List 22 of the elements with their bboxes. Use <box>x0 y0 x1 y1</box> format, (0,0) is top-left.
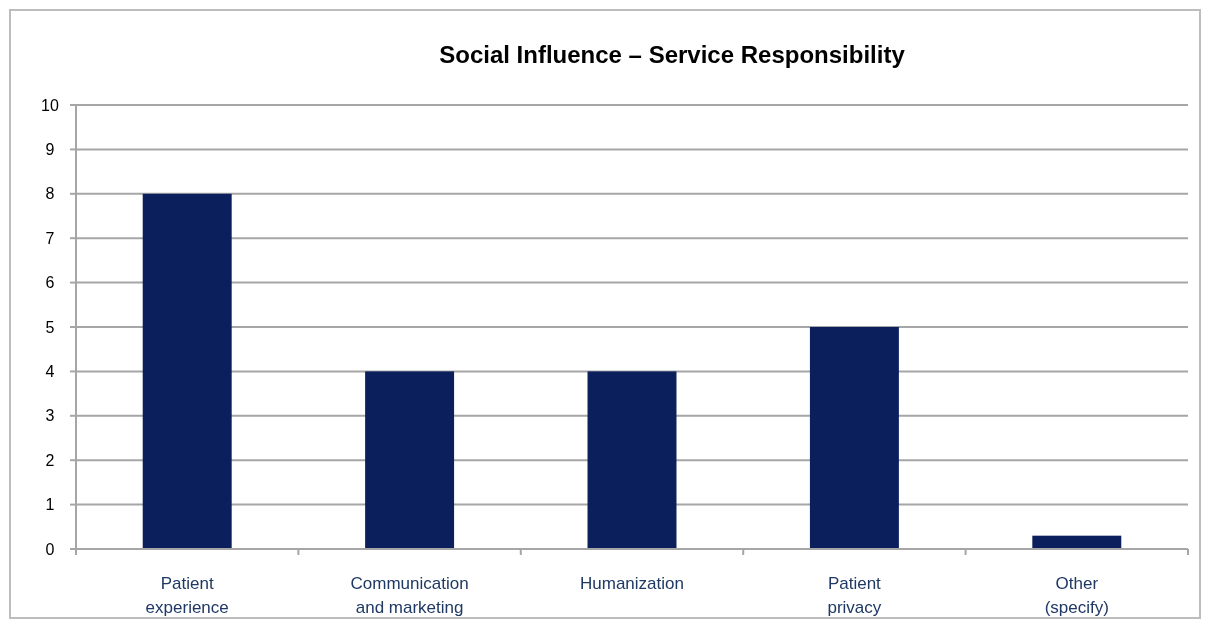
y-tick-label: 4 <box>45 363 55 380</box>
x-tick-label: Humanization <box>580 574 684 593</box>
x-tick-label: Communication and marketing <box>350 574 469 617</box>
y-tick-label: 6 <box>45 274 55 292</box>
x-tick-label: Patient privacy <box>827 574 882 617</box>
bar <box>809 327 899 549</box>
bar <box>587 371 677 549</box>
y-tick-label: 1 <box>45 496 55 514</box>
bar <box>1032 535 1122 549</box>
y-tick-label: 9 <box>45 141 55 158</box>
y-tick-label: 3 <box>45 407 55 425</box>
y-tick-label: 10 <box>41 96 59 114</box>
y-tick-label: 7 <box>45 229 55 247</box>
chart-title: Social Influence – Service Responsibility <box>439 41 906 68</box>
bar <box>142 193 232 549</box>
y-tick-label: 8 <box>45 185 55 203</box>
x-tick-label: Other (specify) <box>1044 574 1109 617</box>
y-tick-label: 0 <box>45 540 55 558</box>
y-tick-label: 5 <box>45 318 55 336</box>
y-tick-label: 2 <box>45 451 55 469</box>
x-tick-label: Patient experience <box>145 574 229 617</box>
bar <box>365 371 455 549</box>
